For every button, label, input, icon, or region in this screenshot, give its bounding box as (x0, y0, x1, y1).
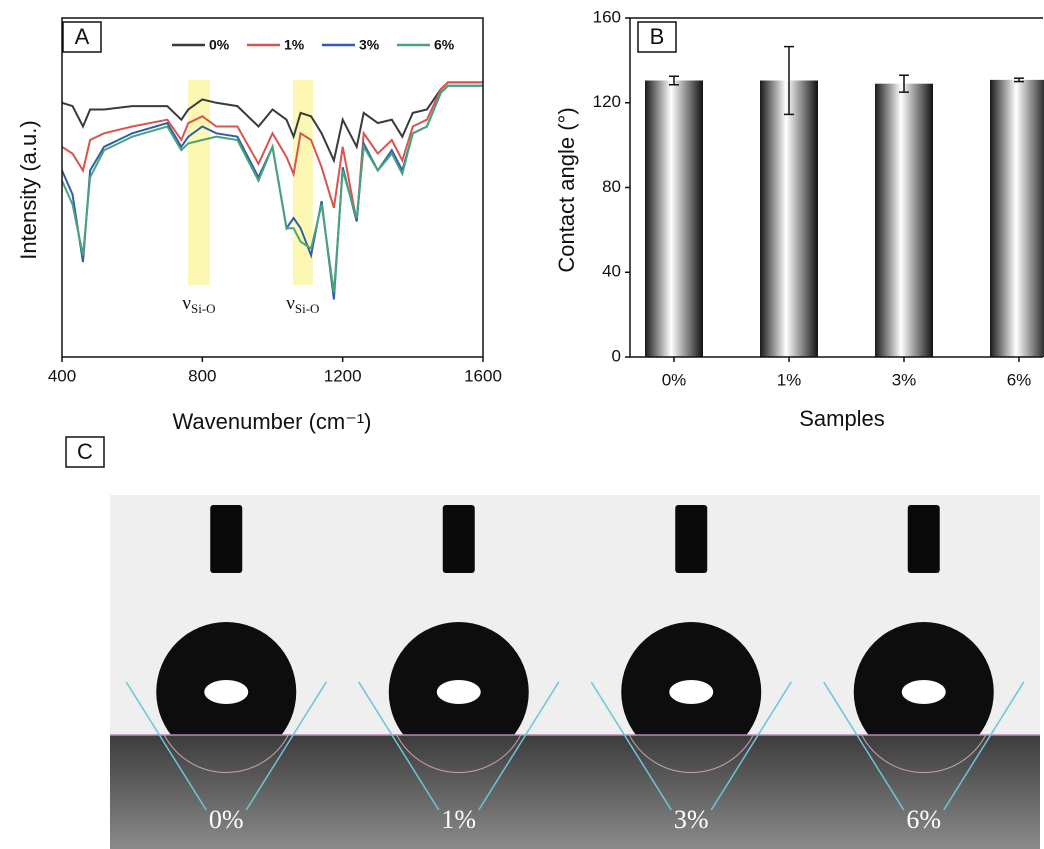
band-annotation: νSi-O (286, 293, 319, 316)
legend-label: 6% (434, 37, 455, 53)
x-axis-label: Wavenumber (cm⁻¹) (172, 409, 371, 434)
x-tick-label: 1% (777, 370, 802, 389)
y-axis-label: Contact angle (°) (554, 107, 579, 272)
photo-label: 1% (441, 805, 476, 834)
reflection-arc (163, 734, 289, 774)
droplet-highlight (901, 680, 946, 704)
reflection-arc (396, 734, 522, 774)
tangent-line (710, 681, 792, 811)
x-tick-label: 0% (662, 370, 687, 389)
spectrum-line (61, 81, 483, 164)
needle (442, 505, 475, 573)
panel-label-box (62, 21, 102, 53)
tangent-line (943, 681, 1025, 811)
x-tick-label: 800 (188, 366, 216, 385)
annotation-subscript: Si-O (295, 301, 320, 316)
droplet-highlight (669, 680, 714, 704)
photo-label: 0% (209, 805, 244, 834)
panel-label: C (77, 439, 93, 464)
droplet-highlight (436, 680, 481, 704)
legend-label: 0% (209, 37, 230, 53)
x-tick-label: 3% (892, 370, 917, 389)
y-tick-label: 0 (612, 346, 621, 365)
annotation-symbol: ν (286, 293, 295, 314)
annotation-symbol: ν (182, 293, 191, 314)
y-axis-label: Intensity (a.u.) (16, 120, 41, 259)
band-annotation: νSi-O (182, 293, 215, 316)
y-tick-label: 160 (593, 7, 621, 26)
needle (210, 505, 243, 573)
x-tick-label: 1600 (464, 366, 502, 385)
y-tick-label: 40 (602, 262, 621, 281)
legend-label: 1% (284, 37, 305, 53)
needle (675, 505, 708, 573)
tangent-line (590, 681, 672, 811)
substrate (342, 735, 575, 849)
highlight-band (187, 80, 211, 285)
substrate (807, 735, 1040, 849)
substrate (575, 735, 808, 849)
tangent-line (358, 681, 440, 811)
highlight-band (292, 80, 313, 285)
tangent-line (478, 681, 560, 811)
reflection-arc (861, 734, 987, 774)
panel-label-box (637, 21, 677, 53)
y-tick-label: 120 (593, 92, 621, 111)
plot-frame (61, 17, 484, 358)
legend-label: 3% (359, 37, 380, 53)
reflection-arc (628, 734, 754, 774)
x-axis-label: Samples (799, 406, 885, 431)
bar (760, 80, 818, 358)
x-tick-label: 400 (48, 366, 76, 385)
y-tick-label: 80 (602, 177, 621, 196)
annotation-subscript: Si-O (191, 301, 216, 316)
bar (875, 83, 933, 358)
tangent-line (823, 681, 905, 811)
photo-label: 6% (906, 805, 941, 834)
panel-label: A (75, 24, 90, 49)
photo-label: 3% (674, 805, 709, 834)
panel-label: B (650, 24, 665, 49)
droplet-highlight (204, 680, 249, 704)
bar (645, 80, 703, 358)
spectrum-line (61, 84, 483, 293)
needle (907, 505, 940, 573)
tangent-line (125, 681, 207, 811)
tangent-line (245, 681, 327, 811)
bar (990, 79, 1044, 358)
spectrum-line (61, 84, 483, 300)
x-tick-label: 6% (1007, 370, 1032, 389)
panel-label-box (65, 436, 105, 468)
x-tick-label: 1200 (324, 366, 362, 385)
spectrum-line (61, 81, 483, 222)
substrate (110, 735, 343, 849)
